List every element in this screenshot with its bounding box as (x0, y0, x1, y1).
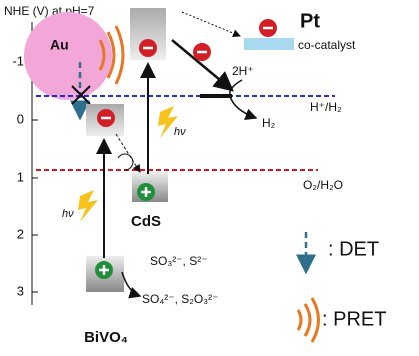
recombination (118, 154, 133, 170)
h-level-label: H⁺/H₂ (310, 100, 342, 114)
charge-transfer (116, 134, 140, 172)
hv-label: hν (174, 126, 186, 138)
cocatalyst-label: co-catalyst (298, 38, 356, 52)
transfer-arrow (182, 12, 240, 36)
au-label: Au (50, 37, 69, 53)
cds-label: CdS (131, 213, 161, 230)
o-level-label: O₂/H₂O (303, 178, 343, 192)
sacrificial-label: SO₃²⁻, S²⁻ (150, 254, 208, 268)
axis-tick-label: 0 (17, 111, 24, 126)
axis-tick-label: 1 (17, 169, 24, 184)
reactant-label: 2H⁺ (232, 64, 254, 78)
light-bolt (78, 190, 98, 222)
legend-det: : DET (328, 238, 379, 260)
diagram: NHE (V) at pH=7 -1 0 1 2 3 Au H⁺/H₂ O₂/H… (0, 0, 419, 356)
hv-label: hν (62, 208, 74, 220)
products-label: SO₄²⁻, S₂O₃²⁻ (142, 292, 218, 306)
axis-tick-label: 3 (17, 283, 24, 298)
legend-pret-symbol (298, 298, 319, 342)
bivo4-label: BiVO₄ (84, 329, 128, 346)
reaction-arrow (230, 80, 256, 118)
pt-cocatalyst (244, 38, 294, 50)
product-label: H₂ (262, 116, 276, 130)
pt-label: Pt (300, 10, 320, 32)
au-particle (24, 12, 112, 100)
axis-tick-label: -1 (12, 53, 24, 68)
legend-pret: : PRET (322, 308, 386, 330)
axis-tick-label: 2 (17, 226, 24, 241)
oxidation-arrow (122, 272, 140, 296)
